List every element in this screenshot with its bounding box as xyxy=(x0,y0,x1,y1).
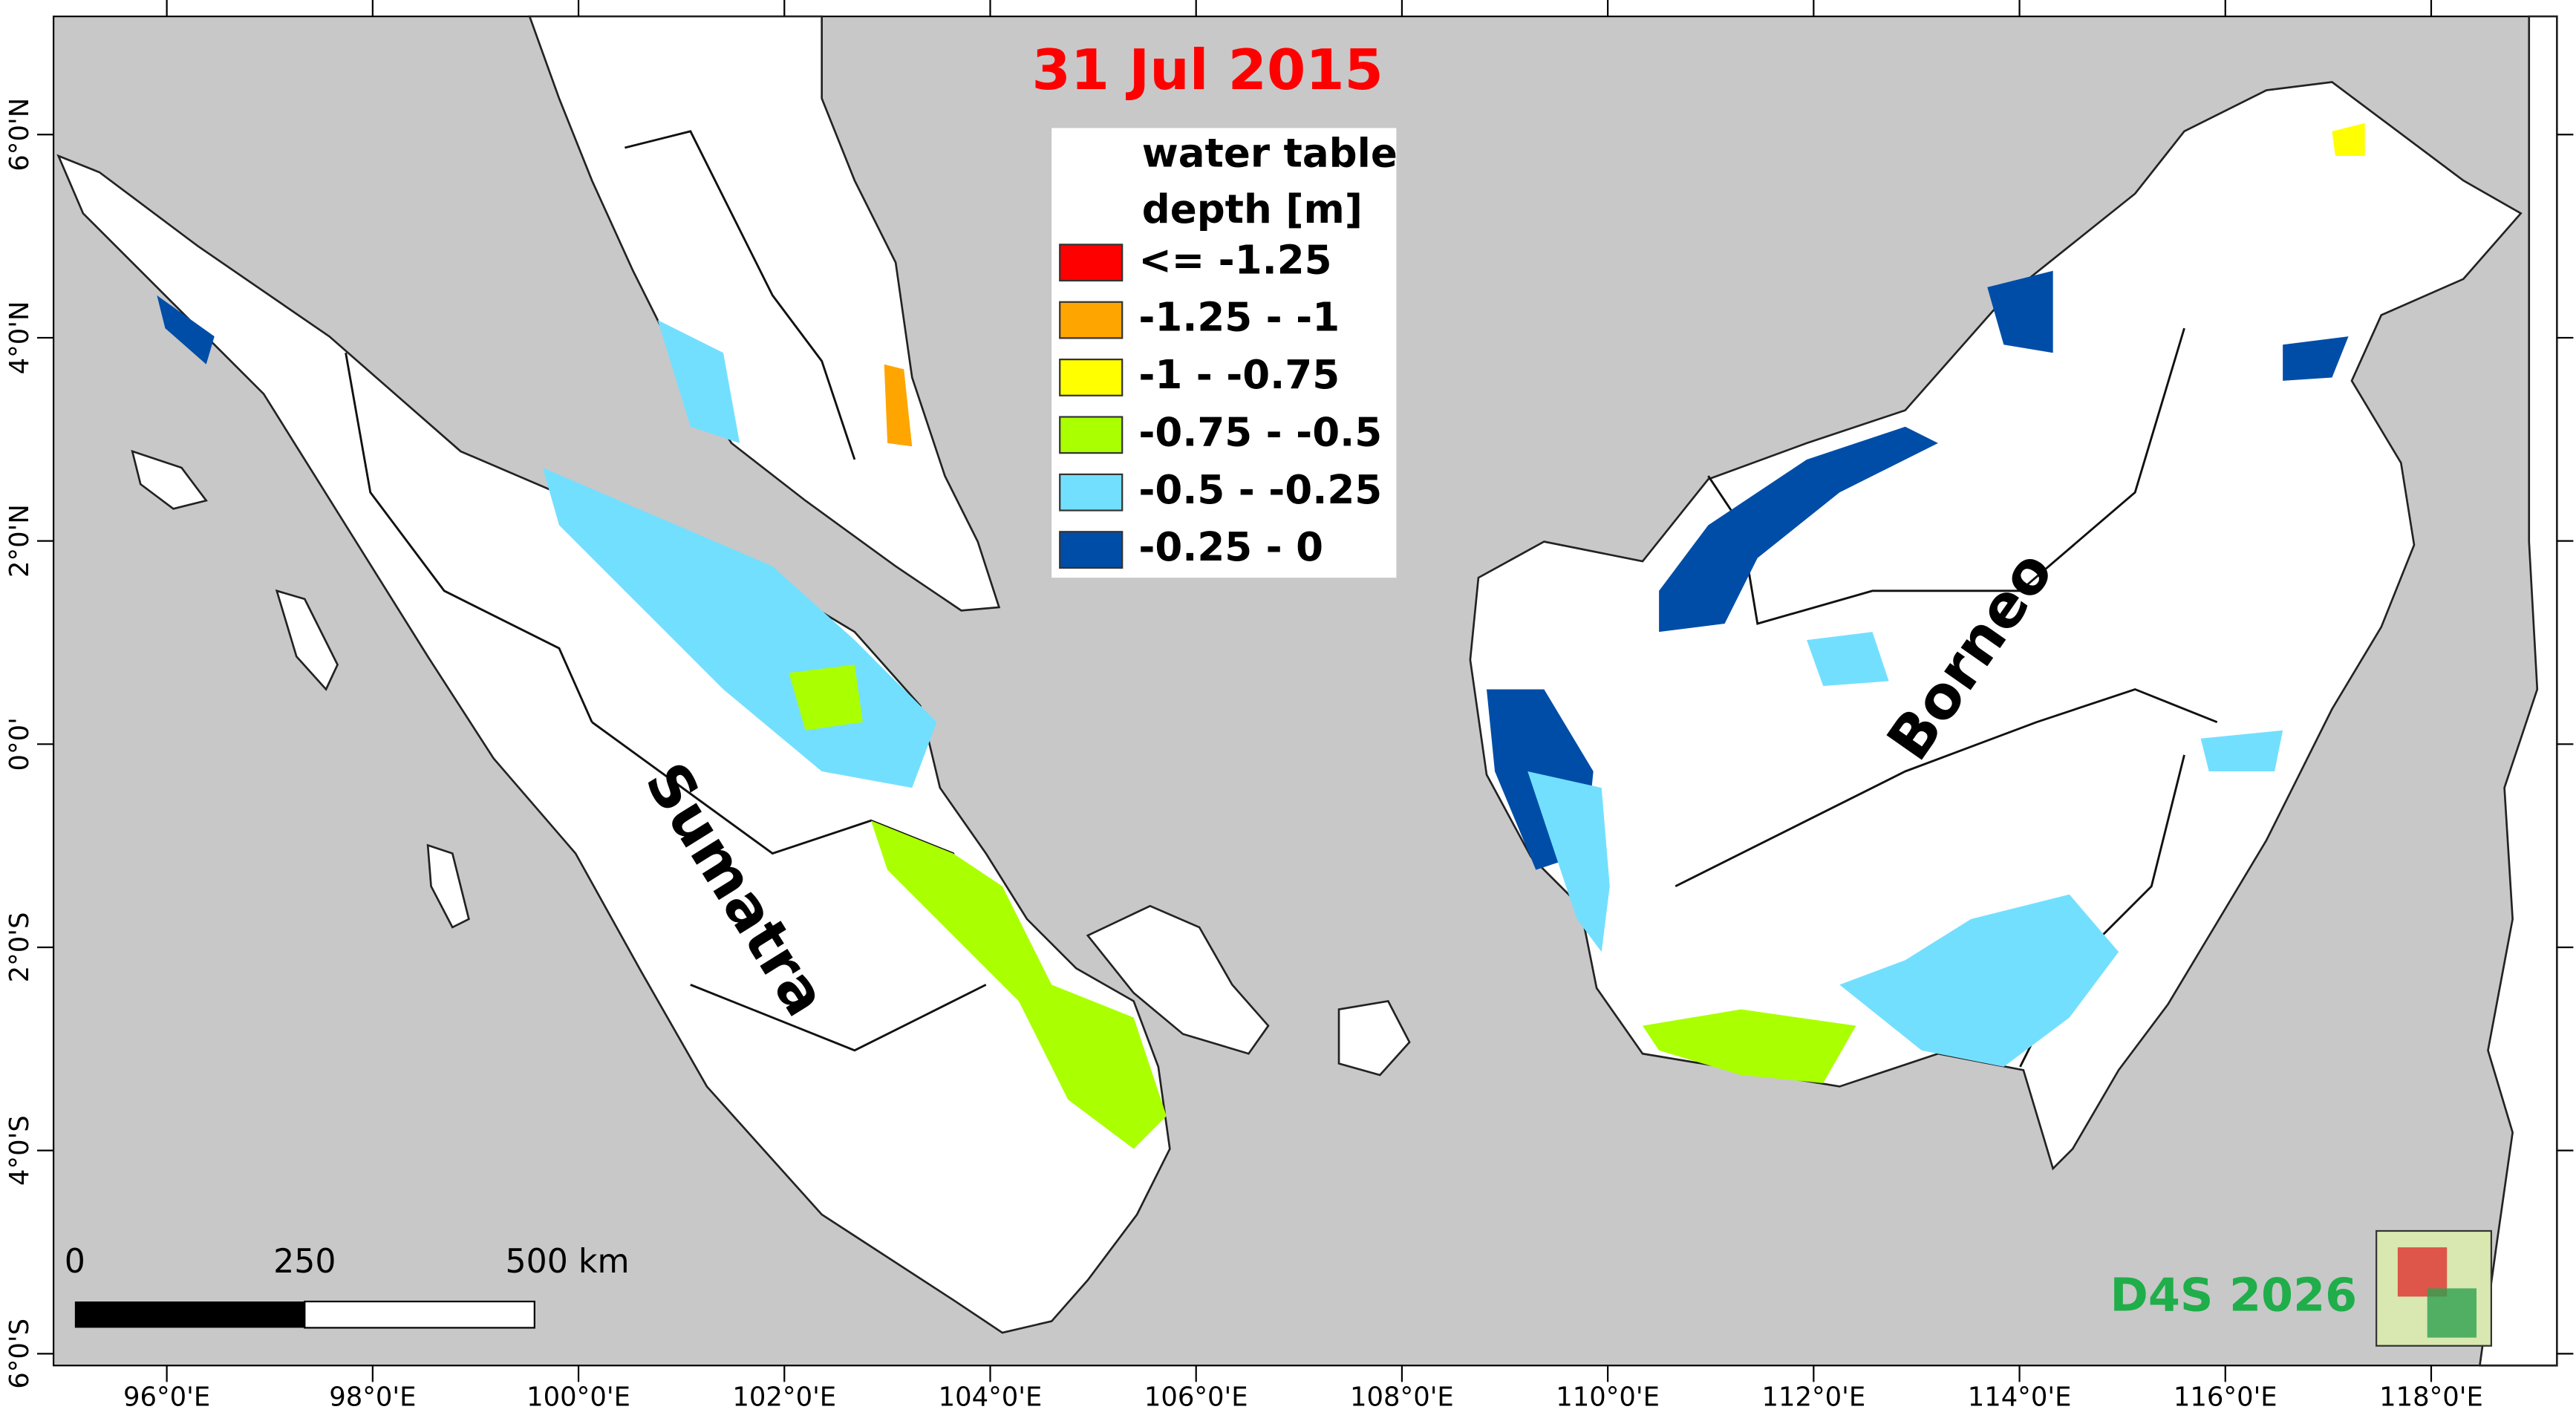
x-tick-label: 114°0'E xyxy=(1968,1382,2072,1412)
logo-tile xyxy=(2427,1288,2477,1338)
x-tick-label: 118°0'E xyxy=(2379,1382,2483,1412)
belitung xyxy=(1337,1000,1411,1077)
x-tick-label: 104°0'E xyxy=(939,1382,1043,1412)
y-tick-label: 2°0'S xyxy=(4,912,35,983)
patch xyxy=(1987,270,2053,353)
sulawesi xyxy=(2478,15,2558,1367)
x-tick-label: 106°0'E xyxy=(1144,1382,1248,1412)
x-tick-label: 98°0'E xyxy=(329,1382,416,1412)
nias xyxy=(275,589,339,691)
patch xyxy=(789,664,863,731)
patch xyxy=(2332,122,2365,157)
x-tick-label: 116°0'E xyxy=(2174,1382,2277,1412)
y-tick-label: 0°0' xyxy=(4,717,35,771)
logo xyxy=(2376,1229,2493,1347)
scale-label: 500 km xyxy=(505,1243,629,1281)
water-table-patches xyxy=(157,122,2365,1149)
patch xyxy=(1839,894,2119,1067)
x-tick-label: 108°0'E xyxy=(1350,1382,1454,1412)
patch xyxy=(1659,426,1938,633)
scale-segment xyxy=(304,1300,535,1329)
patch xyxy=(657,320,740,443)
legend-swatch xyxy=(1059,531,1124,569)
x-tick-label: 112°0'E xyxy=(1761,1382,1865,1412)
legend-swatch xyxy=(1059,473,1124,512)
y-tick-label: 4°0'S xyxy=(4,1115,35,1186)
x-tick-label: 96°0'E xyxy=(123,1382,210,1412)
patch xyxy=(1527,771,1610,953)
borneo xyxy=(1469,81,2523,1171)
patch xyxy=(870,820,1167,1149)
patch xyxy=(1643,1009,1856,1084)
y-tick-label: 2°0'N xyxy=(4,504,35,578)
credit: D4S 2026 xyxy=(2110,1269,2357,1322)
legend-swatch xyxy=(1059,416,1124,454)
land xyxy=(56,15,2558,1367)
province-border xyxy=(625,130,856,460)
malay-peninsula xyxy=(528,15,1001,612)
legend-label: -0.5 - -0.25 xyxy=(1138,467,1382,513)
legend-label: -0.75 - -0.5 xyxy=(1138,409,1382,455)
legend: water table depth [m] <= -1.25 -1.25 - -1 -1… xyxy=(1051,128,1398,578)
legend-swatch xyxy=(1059,359,1124,396)
patch xyxy=(2283,336,2349,381)
patch xyxy=(884,364,913,447)
x-tick-label: 100°0'E xyxy=(526,1382,630,1412)
legend-label: <= -1.25 xyxy=(1138,237,1331,283)
patch xyxy=(2200,730,2283,772)
siberut xyxy=(426,843,470,929)
province-border xyxy=(345,353,593,723)
axes: 96°0'E 98°0'E 100°0'E 102°0'E 104°0'E 106°0'E… xyxy=(4,0,2574,1412)
scale-label: 250 xyxy=(273,1243,336,1281)
province-border xyxy=(690,984,987,1052)
legend-label: -0.25 - 0 xyxy=(1138,524,1323,570)
y-tick-label: 6°0'S xyxy=(4,1319,35,1389)
province-border xyxy=(1675,687,2218,888)
scale-label: 0 xyxy=(65,1243,85,1281)
legend-swatch xyxy=(1059,244,1124,282)
patch xyxy=(157,295,215,365)
legend-title: water table xyxy=(1142,131,1398,177)
patch xyxy=(1807,632,1889,687)
y-tick-label: 4°0'N xyxy=(4,301,35,375)
bangka xyxy=(1086,904,1270,1055)
legend-label: -1.25 - -1 xyxy=(1138,295,1340,341)
map-title: 31 Jul 2015 xyxy=(1032,37,1383,102)
legend-label: -1 - -0.75 xyxy=(1138,352,1340,398)
simeulue xyxy=(131,449,208,510)
x-tick-label: 110°0'E xyxy=(1556,1382,1660,1412)
x-tick-label: 102°0'E xyxy=(732,1382,836,1412)
y-tick-label: 6°0'N xyxy=(4,98,35,172)
legend-swatch xyxy=(1059,301,1124,339)
scale-segment xyxy=(74,1301,305,1328)
scale-bar: 0 250 500 km xyxy=(65,1243,630,1329)
legend-title: depth [m] xyxy=(1142,186,1363,232)
